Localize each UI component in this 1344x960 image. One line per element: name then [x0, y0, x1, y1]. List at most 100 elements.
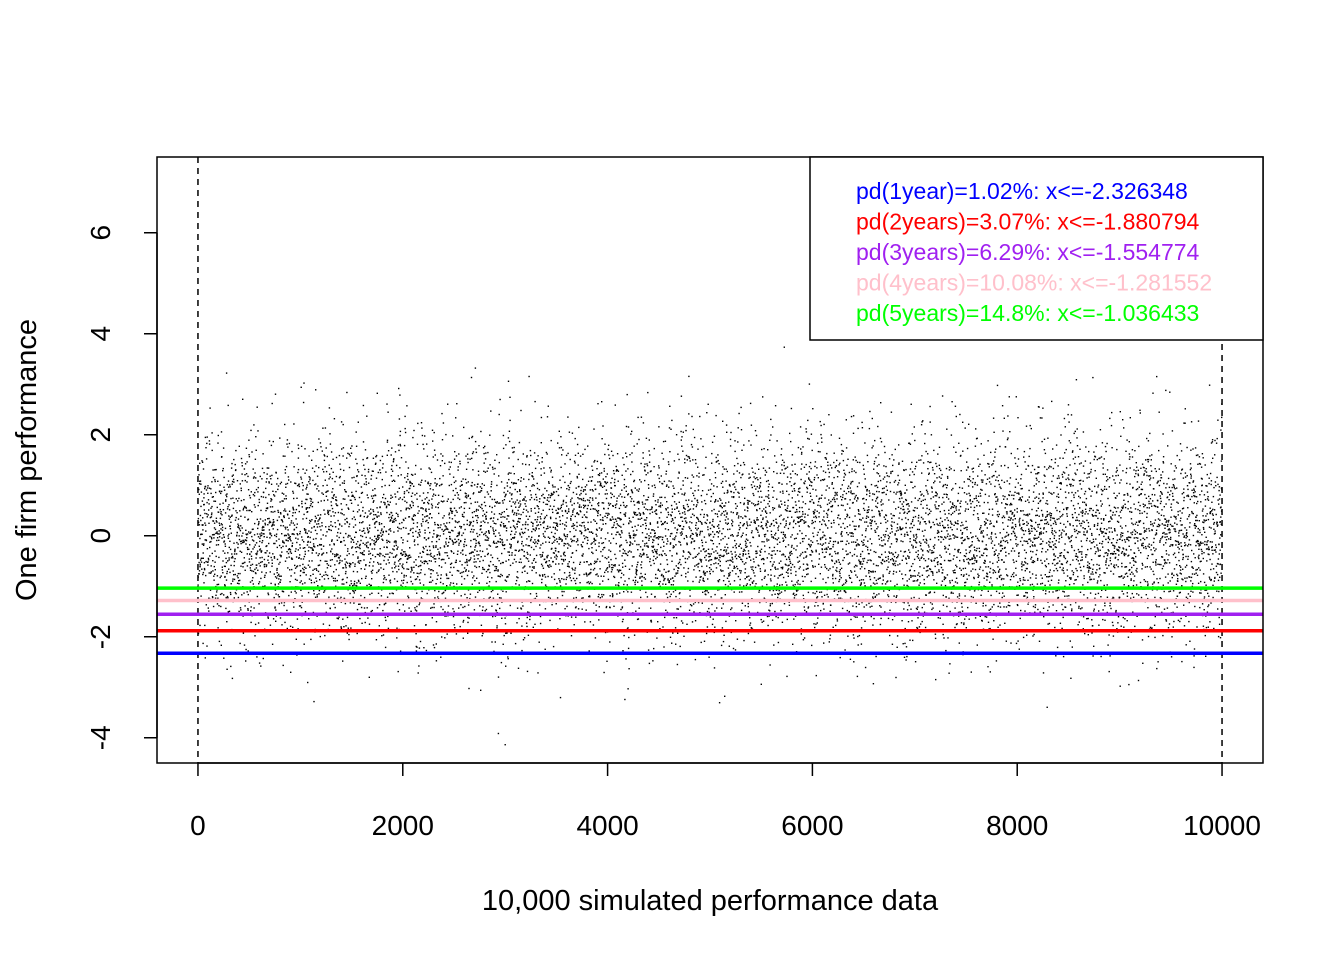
- data-point: [202, 544, 205, 546]
- data-point: [522, 605, 524, 607]
- data-point: [665, 509, 667, 511]
- data-point: [654, 486, 656, 489]
- data-point: [396, 571, 398, 573]
- data-point: [514, 482, 516, 484]
- data-point: [227, 404, 229, 407]
- data-point: [557, 507, 559, 510]
- data-point: [233, 574, 235, 576]
- data-point: [580, 499, 583, 501]
- data-point: [524, 565, 526, 567]
- data-point: [669, 535, 671, 537]
- data-point: [368, 565, 371, 567]
- data-point: [698, 562, 700, 565]
- data-point: [694, 658, 697, 661]
- data-point: [455, 487, 457, 490]
- data-point: [467, 481, 469, 483]
- data-point: [451, 510, 454, 513]
- data-point: [200, 491, 203, 493]
- data-point: [576, 525, 578, 528]
- data-point: [607, 571, 609, 573]
- data-point: [607, 448, 609, 451]
- data-point: [642, 524, 644, 526]
- data-point: [237, 518, 240, 520]
- data-point: [568, 575, 570, 577]
- data-point: [548, 482, 550, 484]
- data-point: [613, 605, 615, 607]
- data-point: [659, 481, 661, 483]
- data-point: [284, 423, 286, 426]
- data-point: [304, 448, 306, 450]
- data-point: [648, 662, 651, 665]
- data-point: [582, 478, 584, 481]
- data-point: [616, 497, 618, 499]
- data-point: [329, 544, 331, 546]
- data-point: [486, 470, 488, 472]
- data-point: [316, 475, 319, 477]
- data-point: [643, 553, 645, 556]
- data-point: [335, 568, 337, 571]
- data-point: [371, 592, 373, 594]
- data-point: [529, 490, 531, 492]
- data-point: [540, 513, 543, 515]
- data-point: [542, 509, 544, 511]
- data-point: [657, 569, 659, 571]
- data-point: [653, 530, 656, 532]
- data-point: [322, 485, 324, 487]
- data-point: [470, 521, 472, 523]
- data-point: [586, 561, 588, 563]
- data-point: [543, 472, 546, 474]
- data-point: [573, 524, 576, 526]
- data-point: [584, 504, 587, 507]
- data-point: [222, 447, 225, 449]
- data-point: [245, 529, 247, 531]
- data-point: [502, 643, 504, 645]
- data-point: [393, 518, 395, 521]
- data-point: [600, 537, 602, 539]
- data-point: [514, 503, 516, 505]
- data-point: [432, 570, 434, 572]
- data-point: [518, 441, 521, 444]
- data-point: [526, 538, 528, 540]
- data-point: [534, 512, 537, 514]
- data-point: [395, 512, 398, 514]
- data-point: [609, 606, 611, 609]
- data-point: [541, 565, 544, 567]
- data-point: [644, 536, 647, 539]
- data-point: [550, 469, 552, 471]
- data-point: [398, 487, 400, 489]
- data-point: [702, 474, 704, 476]
- data-point: [271, 402, 273, 405]
- data-point: [551, 476, 554, 478]
- data-point: [300, 569, 302, 572]
- data-point: [208, 440, 211, 442]
- data-point: [333, 571, 335, 573]
- data-point: [281, 551, 283, 553]
- data-point: [349, 584, 351, 587]
- data-point: [232, 497, 234, 499]
- data-point: [340, 512, 342, 514]
- data-point: [411, 483, 413, 485]
- data-point: [577, 452, 579, 454]
- data-point: [510, 545, 512, 547]
- data-point: [286, 482, 289, 485]
- data-point: [472, 493, 474, 495]
- data-point: [322, 552, 325, 554]
- data-point: [525, 505, 527, 507]
- data-point: [683, 567, 685, 569]
- data-point: [393, 521, 395, 523]
- data-point: [485, 517, 487, 520]
- data-point: [313, 593, 315, 595]
- data-point: [463, 567, 466, 569]
- data-point: [212, 476, 215, 479]
- data-point: [469, 593, 472, 595]
- data-point: [490, 554, 492, 556]
- data-point: [246, 481, 248, 483]
- data-point: [258, 583, 260, 585]
- data-point: [622, 566, 624, 568]
- data-point: [309, 504, 312, 507]
- data-point: [705, 593, 707, 596]
- data-point: [674, 493, 676, 495]
- data-point: [666, 484, 668, 486]
- data-point: [376, 607, 379, 609]
- data-point: [456, 569, 459, 572]
